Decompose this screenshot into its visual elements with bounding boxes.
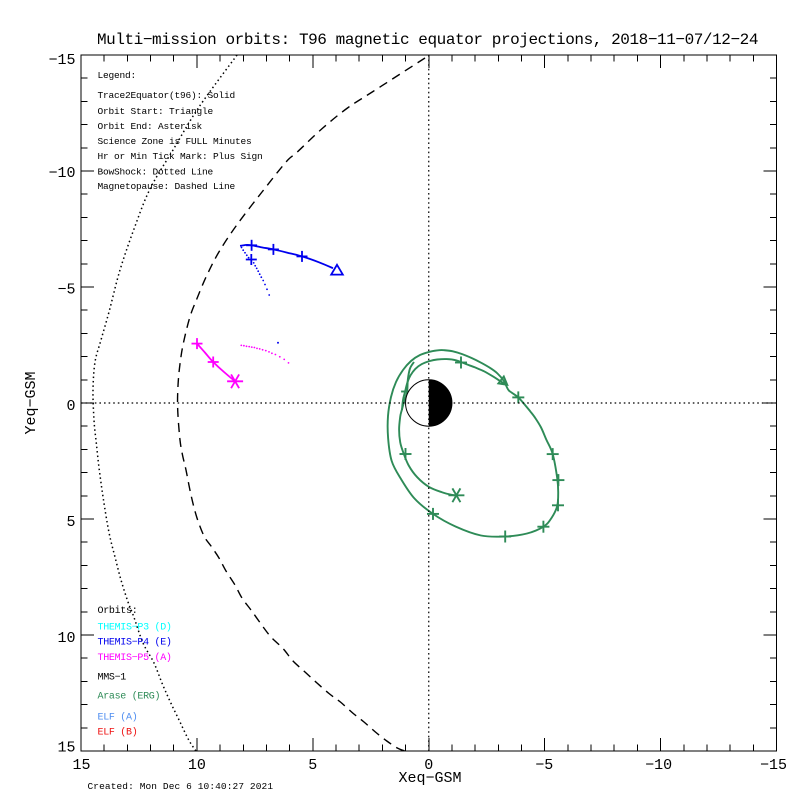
svg-text:15: 15 bbox=[57, 740, 75, 757]
svg-text:Trace2Equator(t96): Solid: Trace2Equator(t96): Solid bbox=[98, 90, 236, 101]
svg-text:THEMIS−P5 (A): THEMIS−P5 (A) bbox=[98, 652, 172, 664]
svg-text:0: 0 bbox=[424, 757, 433, 774]
svg-text:Legend:: Legend: bbox=[98, 70, 137, 81]
svg-text:Orbit Start: Triangle: Orbit Start: Triangle bbox=[98, 106, 214, 117]
svg-text:Magnetopause: Dashed Line: Magnetopause: Dashed Line bbox=[98, 181, 236, 192]
svg-text:−10: −10 bbox=[48, 165, 75, 182]
svg-text:Arase (ERG): Arase (ERG) bbox=[98, 691, 161, 703]
svg-text:BowShock: Dotted Line: BowShock: Dotted Line bbox=[98, 167, 214, 178]
svg-text:ELF (B): ELF (B) bbox=[98, 727, 138, 739]
svg-text:Orbit End: Asterisk: Orbit End: Asterisk bbox=[98, 121, 203, 132]
svg-text:5: 5 bbox=[66, 514, 75, 531]
svg-text:MMS−1: MMS−1 bbox=[98, 673, 127, 684]
svg-text:15: 15 bbox=[72, 757, 90, 774]
svg-text:THEMIS−P4 (E): THEMIS−P4 (E) bbox=[98, 637, 172, 649]
svg-text:0: 0 bbox=[66, 398, 75, 415]
svg-text:5: 5 bbox=[308, 757, 317, 774]
svg-text:Xeq−GSM: Xeq−GSM bbox=[398, 770, 461, 787]
svg-text:Hr or Min Tick Mark: Plus Sign: Hr or Min Tick Mark: Plus Sign bbox=[98, 151, 263, 162]
svg-text:10: 10 bbox=[188, 757, 206, 774]
svg-text:−15: −15 bbox=[48, 52, 75, 69]
svg-text:−5: −5 bbox=[535, 757, 553, 774]
svg-text:−10: −10 bbox=[645, 757, 672, 774]
svg-text:Science Zone is FULL Minutes: Science Zone is FULL Minutes bbox=[98, 136, 252, 147]
svg-text:THEMIS−P3 (D): THEMIS−P3 (D) bbox=[98, 622, 172, 634]
svg-text:ELF (A): ELF (A) bbox=[98, 712, 138, 724]
svg-text:Multi−mission orbits: T96 magn: Multi−mission orbits: T96 magnetic equat… bbox=[97, 31, 758, 49]
svg-text:−5: −5 bbox=[57, 281, 75, 298]
svg-text:Orbits:: Orbits: bbox=[98, 605, 138, 617]
svg-text:Yeq−GSM: Yeq−GSM bbox=[23, 371, 40, 434]
svg-text:10: 10 bbox=[57, 630, 75, 647]
svg-text:Created: Mon Dec 6 10:40:27 2: Created: Mon Dec 6 10:40:27 2021 bbox=[88, 781, 274, 792]
svg-text:−15: −15 bbox=[760, 757, 787, 774]
